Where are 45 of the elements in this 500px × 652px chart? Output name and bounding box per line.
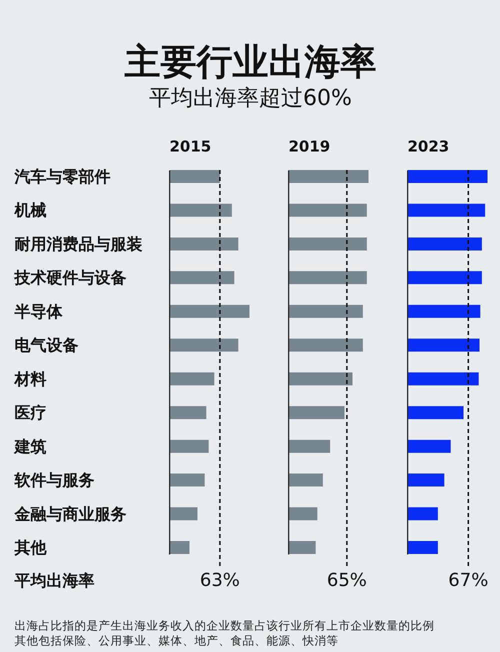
bar [170,474,205,487]
bar [170,170,220,183]
text: 63% [200,570,240,591]
bar [408,271,482,284]
bar [408,170,488,183]
y-tick-label: 医疗 [14,403,46,422]
bar [170,237,238,250]
y-tick-label: 电气设备 [14,336,78,355]
y-tick-label: 汽车与零部件 [14,167,110,186]
bar [170,440,209,453]
bar [408,304,480,318]
bar [408,474,444,487]
bar [170,372,214,386]
bar [170,304,250,318]
bar [408,204,486,217]
y-tick-label: 耐用消费品与服装 [14,234,142,254]
y-tick-label: 半导体 [14,302,64,321]
y-tick-label: 建筑 [12,436,46,456]
text: 平均出海率 [14,571,94,590]
bar [408,406,464,420]
bar [408,372,479,386]
bar [170,541,190,554]
bar [170,271,234,284]
bar [408,338,480,352]
bar [170,406,206,420]
y-tick-label: 机械 [14,200,46,220]
y-tick-label: 其他 [14,538,48,557]
bar [408,507,438,520]
text: 其他包括保险、公用事业、媒体、地产、食品、能源、快消等 [14,634,338,648]
text: 主要行业出海率 [124,42,376,83]
text: 平均出海率超过60% [149,86,352,111]
chart-title: 2015 [170,138,212,156]
y-tick-label: 材料 [14,369,46,388]
bar [170,338,238,352]
bar [408,541,438,554]
chart-title: 2023 [408,138,450,156]
y-tick-label: 金融与商业服务 [14,504,126,524]
bar [408,440,451,453]
y-tick-label: 技术硬件与设备 [14,268,126,288]
bar [408,237,482,250]
text: 出海占比指的是产生出海业务收入的企业数量占该行业所有上市企业数量的比例 [14,618,434,632]
bar [170,507,198,520]
y-tick-label: 软件与服务 [14,470,94,490]
text: 67% [448,570,488,591]
bar [170,204,232,217]
